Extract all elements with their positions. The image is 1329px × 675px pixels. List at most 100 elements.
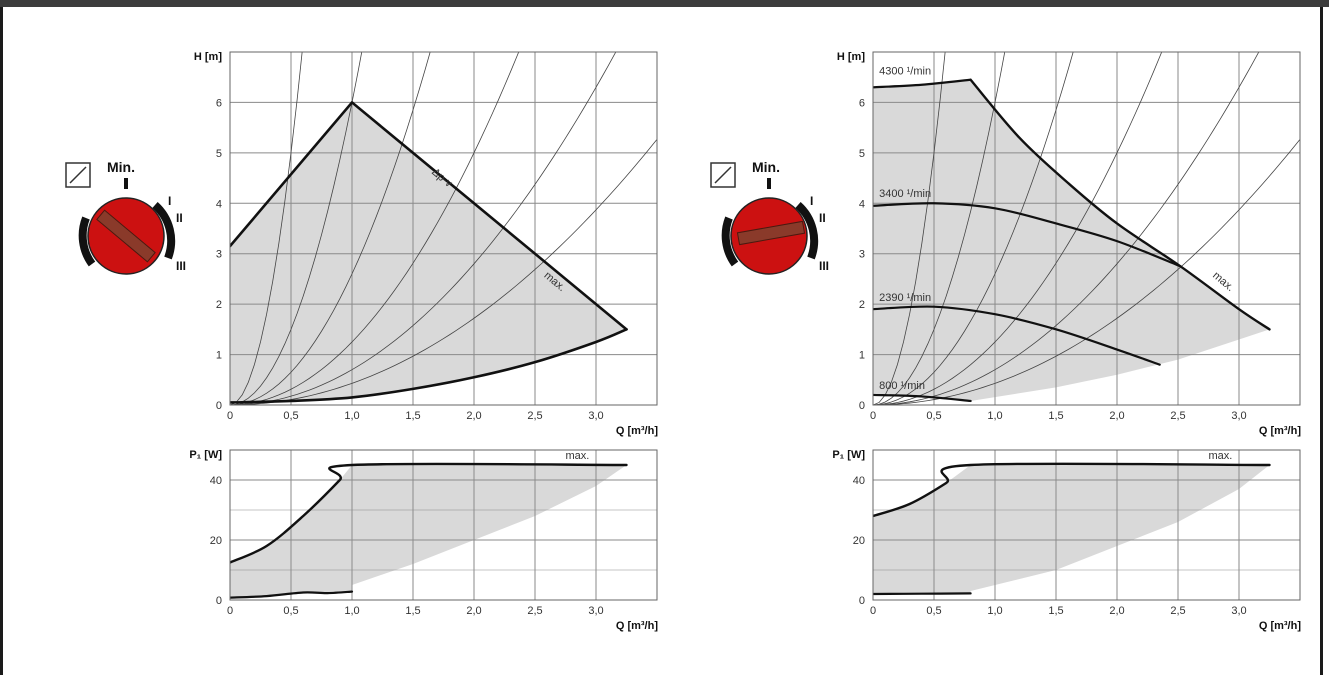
system-curve: [873, 52, 1074, 405]
knob-roman-3: III: [819, 259, 829, 273]
x-tick-label: 0: [870, 410, 876, 422]
knob-scale-arc-left: [721, 216, 739, 267]
knob-scale-arc-right: [152, 202, 176, 260]
x-tick-label: 0,5: [283, 410, 298, 422]
speed-curve-2: [873, 305, 1161, 366]
x-tick-label: 3,0: [1231, 410, 1246, 422]
operating-region: [230, 102, 627, 403]
max-label: max.: [566, 450, 590, 462]
speed-knob-right[interactable]: Min. I II III: [710, 159, 829, 275]
chart-right-head: 0 0,5 1,0 1,5 2,0 2,5 3,0 0 1 2 3 4 5 6 Q [m³/h] H [m] 4…: [837, 51, 1301, 437]
x-tick-label: 2,5: [1170, 410, 1185, 422]
system-curve: [873, 52, 1260, 405]
knob-roman-1: I: [810, 194, 813, 208]
max-power-curve: [230, 462, 628, 564]
chart-right-power: 0 0,5 1,0 1,5 2,0 2,5 3,0 0 20 40 Q [m³/h] P₁ [W] ma…: [832, 449, 1301, 632]
system-curve: [873, 52, 1163, 405]
y-tick-label: 0: [216, 400, 222, 412]
operating-region: [230, 465, 627, 598]
knob-roman-1: I: [168, 194, 171, 208]
knob-scale-arc-left: [78, 216, 96, 267]
knob-pointer: [736, 220, 806, 246]
x-tick-label: 0,5: [926, 410, 941, 422]
constant-mode-icon-line: [714, 166, 732, 184]
y-tick-label: 4: [216, 198, 222, 210]
x-tick-label: 2,5: [1170, 605, 1185, 617]
x-tick-label: 3,0: [588, 410, 603, 422]
min-power-curve: [873, 592, 972, 596]
x-tick-label: 0,5: [283, 605, 298, 617]
max-curve: [969, 78, 1271, 331]
knob-min-tick: [767, 178, 771, 189]
y-tick-label: 6: [859, 97, 865, 109]
y-tick-label: 0: [859, 595, 865, 607]
x-tick-label: 1,0: [344, 410, 359, 422]
x-tick-label: 1,5: [1048, 605, 1063, 617]
x-tick-label: 3,0: [588, 605, 603, 617]
y-axis-label: H [m]: [194, 51, 222, 63]
operating-region: [873, 465, 1270, 594]
x-tick-label: 1,5: [405, 410, 420, 422]
system-curve: [873, 138, 1300, 405]
plot-area: [230, 450, 657, 600]
knob-roman-3: III: [176, 259, 186, 273]
x-axis-label: Q [m³/h]: [616, 620, 658, 632]
max-label: max.: [1209, 450, 1233, 462]
y-axis-label: P₁ [W]: [189, 449, 222, 461]
envelope-curve: [230, 100, 628, 331]
speed-curve-1: [873, 202, 1182, 268]
constant-mode-icon-line: [69, 166, 87, 184]
x-tick-label: 0,5: [926, 605, 941, 617]
y-tick-label: 2: [216, 299, 222, 311]
x-tick-label: 1,5: [405, 605, 420, 617]
speed-label-1: 3400 ¹/min: [879, 188, 931, 200]
x-tick-label: 0: [870, 605, 876, 617]
knob-pointer: [96, 209, 156, 263]
x-tick-label: 2,5: [527, 605, 542, 617]
x-tick-label: 2,0: [466, 410, 481, 422]
speed-knob-left[interactable]: Min. I II III: [65, 159, 186, 275]
plot-frame: [229, 51, 658, 406]
knob-min-label: Min.: [752, 159, 780, 175]
min-curve: [230, 328, 628, 404]
x-tick-label: 1,0: [987, 410, 1002, 422]
x-tick-label: 1,0: [344, 605, 359, 617]
x-tick-label: 3,0: [1231, 605, 1246, 617]
y-tick-label: 5: [216, 148, 222, 160]
system-curve: [230, 138, 657, 405]
max-power-curve: [873, 462, 1271, 518]
plot-frame: [872, 449, 1301, 601]
system-curve: [230, 52, 617, 405]
knob-min-label: Min.: [107, 159, 135, 175]
y-tick-label: 4: [859, 198, 865, 210]
window-frame: [0, 7, 1323, 675]
y-tick-label: 20: [210, 535, 222, 547]
y-axis-label: H [m]: [837, 51, 865, 63]
x-tick-label: 0: [227, 410, 233, 422]
x-tick-label: 1,0: [987, 605, 1002, 617]
y-tick-label: 1: [216, 350, 222, 362]
x-axis-label: Q [m³/h]: [1259, 620, 1301, 632]
system-curve: [230, 52, 520, 405]
speed-curve-3: [873, 393, 972, 403]
y-tick-label: 0: [216, 595, 222, 607]
plot-area: [230, 52, 657, 405]
y-tick-label: 40: [853, 475, 865, 487]
x-tick-label: 2,0: [1109, 410, 1124, 422]
title-bar: [0, 0, 1329, 7]
chart-left-power: 0 0,5 1,0 1,5 2,0 2,5 3,0 0 20 40 Q [m³/h] P₁ [W] ma…: [189, 449, 658, 632]
plot-frame: [229, 449, 658, 601]
system-curve: [230, 52, 363, 405]
min-power-curve: [230, 590, 354, 599]
y-tick-label: 2: [859, 299, 865, 311]
y-tick-label: 5: [859, 148, 865, 160]
speed-label-2: 2390 ¹/min: [879, 292, 931, 304]
system-curve: [873, 52, 1006, 405]
operating-region: [873, 79, 1270, 401]
x-axis-label: Q [m³/h]: [1259, 425, 1301, 437]
y-tick-label: 6: [216, 97, 222, 109]
knob-min-tick: [124, 178, 128, 189]
y-tick-label: 3: [216, 249, 222, 261]
knob-roman-2: II: [819, 211, 826, 225]
